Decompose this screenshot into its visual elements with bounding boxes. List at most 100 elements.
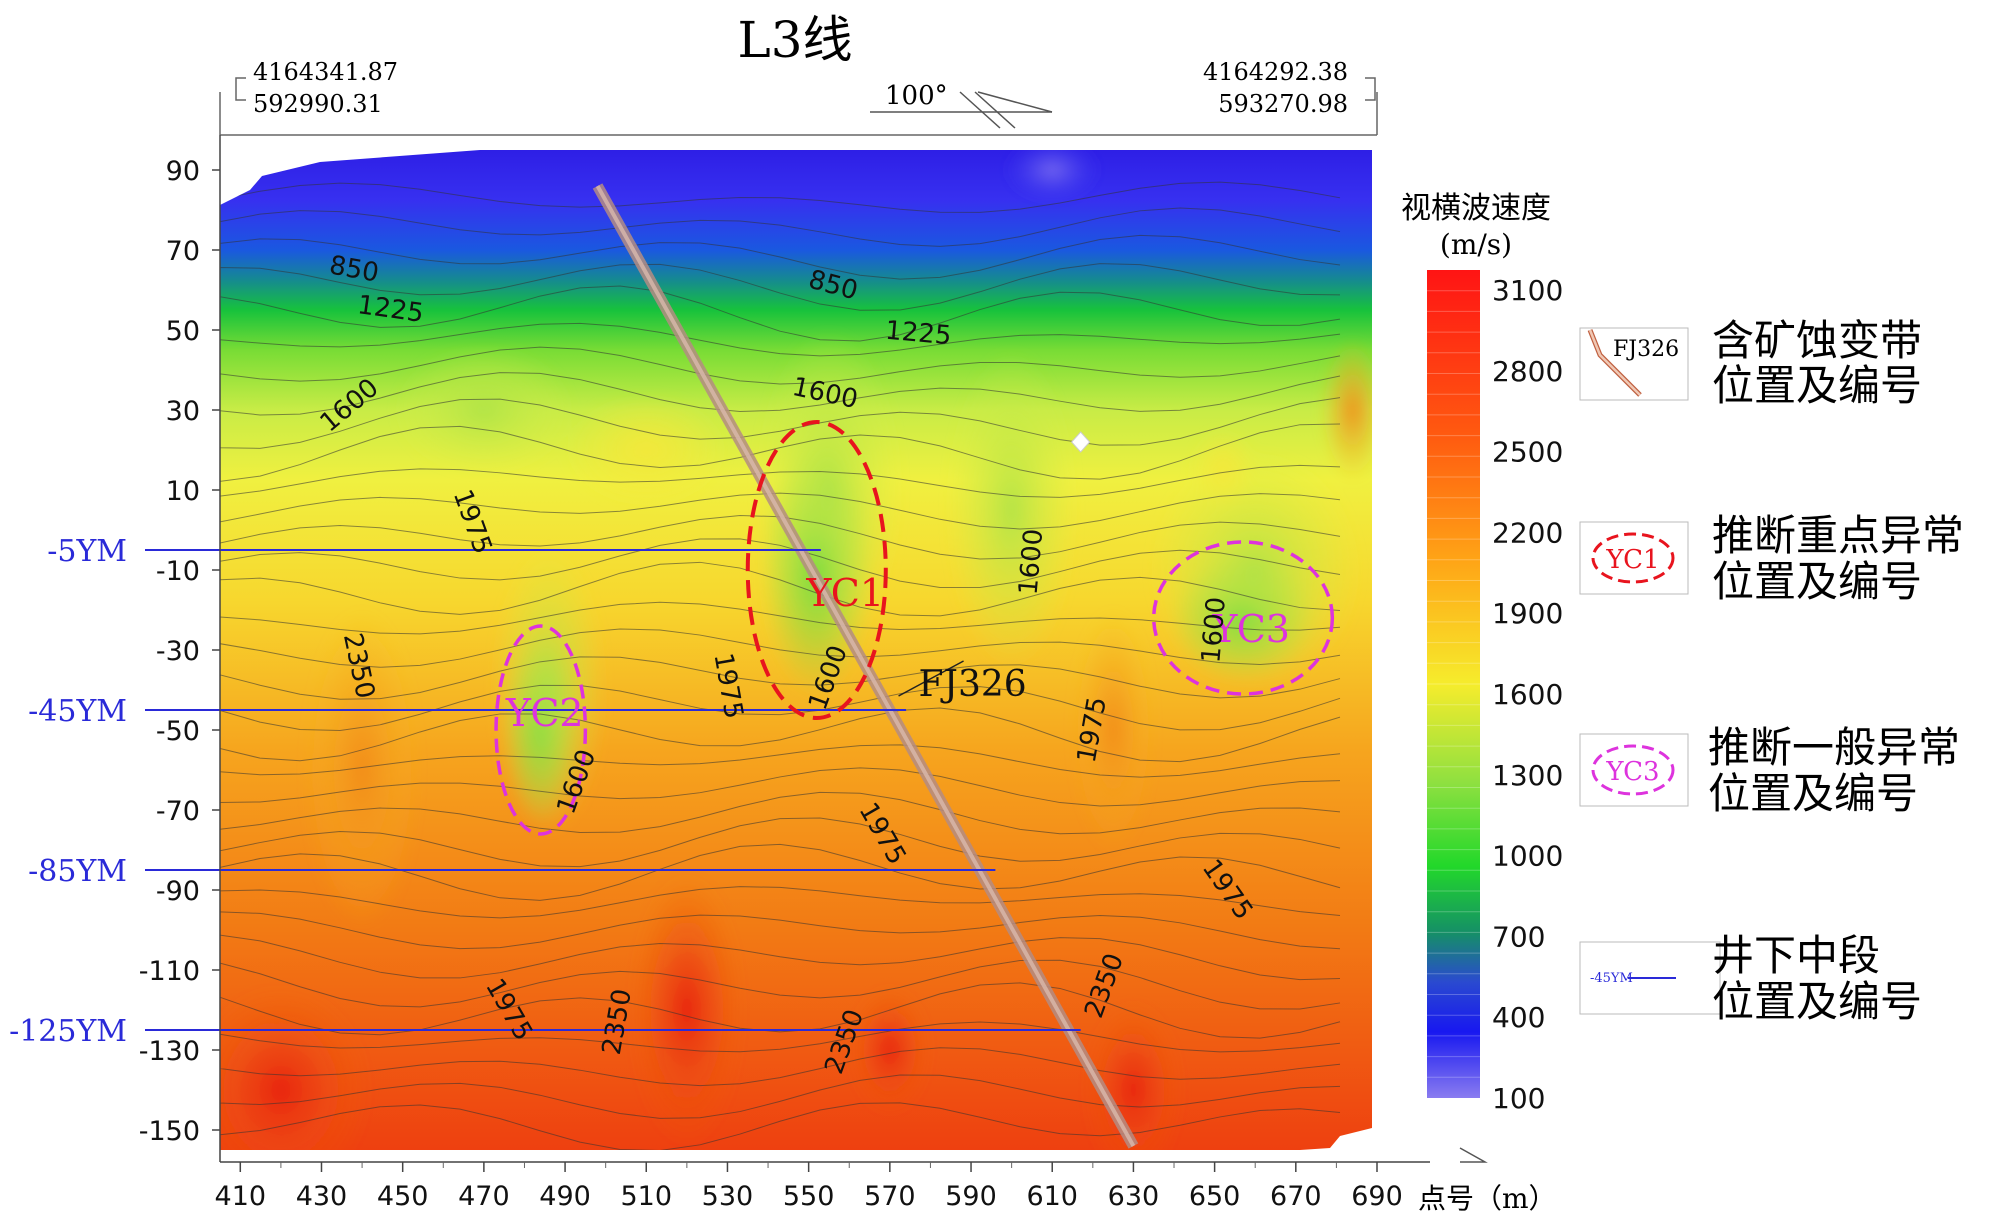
legend-level-sample: -45YM xyxy=(1590,971,1633,986)
contour-label: 1600 xyxy=(1014,528,1050,597)
contour-line xyxy=(220,346,1341,385)
contour-line xyxy=(220,911,1341,950)
legend-general-anomaly-line1: 推断一般异常 xyxy=(1708,723,1960,772)
contour-line xyxy=(220,767,1341,807)
marker-diamond xyxy=(1070,431,1091,453)
contour-line xyxy=(220,234,1341,280)
velocity-blob xyxy=(305,610,419,930)
contour-line xyxy=(220,843,1341,901)
legend-key-anomaly-sample: YC1 xyxy=(1605,545,1659,575)
contour-line xyxy=(220,207,1341,247)
y-tick-label: 90 xyxy=(166,156,200,187)
legend: FJ326 含矿蚀变带 位置及编号 YC1 推断重点异常 位置及编号 YC3 推… xyxy=(1579,316,1964,1026)
contour-line xyxy=(220,1047,1341,1087)
anomaly-label: YC2 xyxy=(505,691,584,735)
velocity-blob xyxy=(1149,450,1361,690)
velocity-blob xyxy=(491,546,606,834)
velocity-field xyxy=(220,150,1372,1150)
legend-level-line2: 位置及编号 xyxy=(1712,977,1922,1026)
contour-line xyxy=(220,656,1341,700)
colorbar-unit: (m/s) xyxy=(1440,228,1512,261)
colorbar-title: 视横波速度 xyxy=(1401,191,1551,226)
y-tick-label: 50 xyxy=(166,316,200,347)
fault-band-core xyxy=(595,185,1136,1147)
colorbar-tick-label: 1900 xyxy=(1492,597,1563,630)
contour-line xyxy=(220,744,1341,778)
y-tick-label: -90 xyxy=(156,876,200,907)
y-tick-label: 10 xyxy=(166,476,200,507)
x-tick-label: 550 xyxy=(783,1181,835,1212)
left-coordinate-north: 4164341.87 xyxy=(253,58,398,86)
colorbar-tick-label: 700 xyxy=(1492,920,1545,953)
contour-line xyxy=(220,1074,1341,1119)
legend-general-anomaly: YC3 推断一般异常 位置及编号 xyxy=(1579,723,1960,818)
anomaly-outline xyxy=(494,624,588,836)
contour-line xyxy=(220,601,1341,635)
velocity-blob xyxy=(849,986,931,1114)
x-tick-label: 650 xyxy=(1189,1181,1241,1212)
legend-level: -45YM 井下中段 位置及编号 xyxy=(1579,931,1922,1026)
colorbar-tick-label: 2200 xyxy=(1492,516,1563,549)
legend-general-anomaly-line2: 位置及编号 xyxy=(1708,769,1918,818)
contour-line xyxy=(220,934,1341,981)
velocity-blob xyxy=(755,330,903,650)
x-tick-label: 630 xyxy=(1108,1181,1160,1212)
contour-line xyxy=(220,322,1341,357)
x-tick-label: 570 xyxy=(864,1181,916,1212)
x-tick-label: 490 xyxy=(539,1181,591,1212)
x-axis-label: 点号（m） xyxy=(1418,1182,1557,1215)
contour-line xyxy=(220,561,1341,617)
anomaly-outline xyxy=(1151,540,1335,696)
anomaly-label: YC1 xyxy=(805,571,884,615)
colorbar-tick-label: 3100 xyxy=(1492,274,1563,307)
bearing-arrow-icon xyxy=(870,91,1053,129)
contour-line xyxy=(220,684,1341,731)
x-tick-label: 410 xyxy=(215,1181,267,1212)
y-tick-label: -10 xyxy=(156,556,200,587)
contour-line xyxy=(220,707,1341,763)
anomaly-label: YC3 xyxy=(1211,607,1290,651)
legend-fault-line1: 含矿蚀变带 xyxy=(1712,316,1922,365)
x-tick-label: 670 xyxy=(1270,1181,1322,1212)
velocity-blob xyxy=(1190,430,1256,510)
right-coordinate-north: 4164292.38 xyxy=(1203,58,1348,86)
contour-line xyxy=(220,263,1341,311)
legend-fault-sample: FJ326 xyxy=(1613,337,1679,362)
contour-line xyxy=(220,538,1341,589)
colorbar-tick-label: 100 xyxy=(1492,1082,1545,1115)
level-label: -45YM xyxy=(28,694,127,729)
colorbar-tick-label: 1600 xyxy=(1492,678,1563,711)
contour-line xyxy=(220,817,1341,868)
contour-label: 1600 xyxy=(1196,596,1232,665)
contour-line xyxy=(220,372,1341,416)
contour-line xyxy=(220,791,1341,835)
colorbar-tick-label: 2500 xyxy=(1492,436,1563,469)
y-tick-label: -70 xyxy=(156,796,200,827)
level-label: -125YM xyxy=(9,1014,127,1049)
anomaly-outline xyxy=(745,420,888,720)
colorbar-ramp xyxy=(1427,270,1480,1098)
colorbar-tick-label: 1000 xyxy=(1492,840,1563,873)
bearing-label: 100° xyxy=(885,81,948,111)
velocity-blob xyxy=(1072,610,1154,850)
right-coordinate-east: 593270.98 xyxy=(1218,90,1348,118)
colorbar-tick-label: 400 xyxy=(1492,1001,1545,1034)
contour-line xyxy=(220,397,1341,449)
velocity-blob xyxy=(1003,150,1101,202)
contour-line xyxy=(220,959,1341,1010)
y-tick-label: 30 xyxy=(166,396,200,427)
legend-fault-line2: 位置及编号 xyxy=(1712,361,1922,410)
y-tick-label: -110 xyxy=(139,956,200,987)
x-axis: 410 430 450 470 490 510 530 550 570 590 610 630 650 6… xyxy=(215,1147,1488,1212)
contour-line xyxy=(220,886,1341,919)
x-tick-label: 510 xyxy=(620,1181,672,1212)
legend-key-anomaly-line1: 推断重点异常 xyxy=(1712,511,1964,560)
x-tick-label: 450 xyxy=(377,1181,429,1212)
velocity-blob xyxy=(630,874,744,1146)
x-tick-label: 590 xyxy=(945,1181,997,1212)
y-axis: 90 70 50 30 10 -10 -30 -50 -70 -90 -110 -130 -150 xyxy=(139,135,221,1162)
velocity-blob xyxy=(565,394,728,506)
legend-level-line1: 井下中段 xyxy=(1712,931,1880,980)
x-tick-label: 610 xyxy=(1026,1181,1078,1212)
